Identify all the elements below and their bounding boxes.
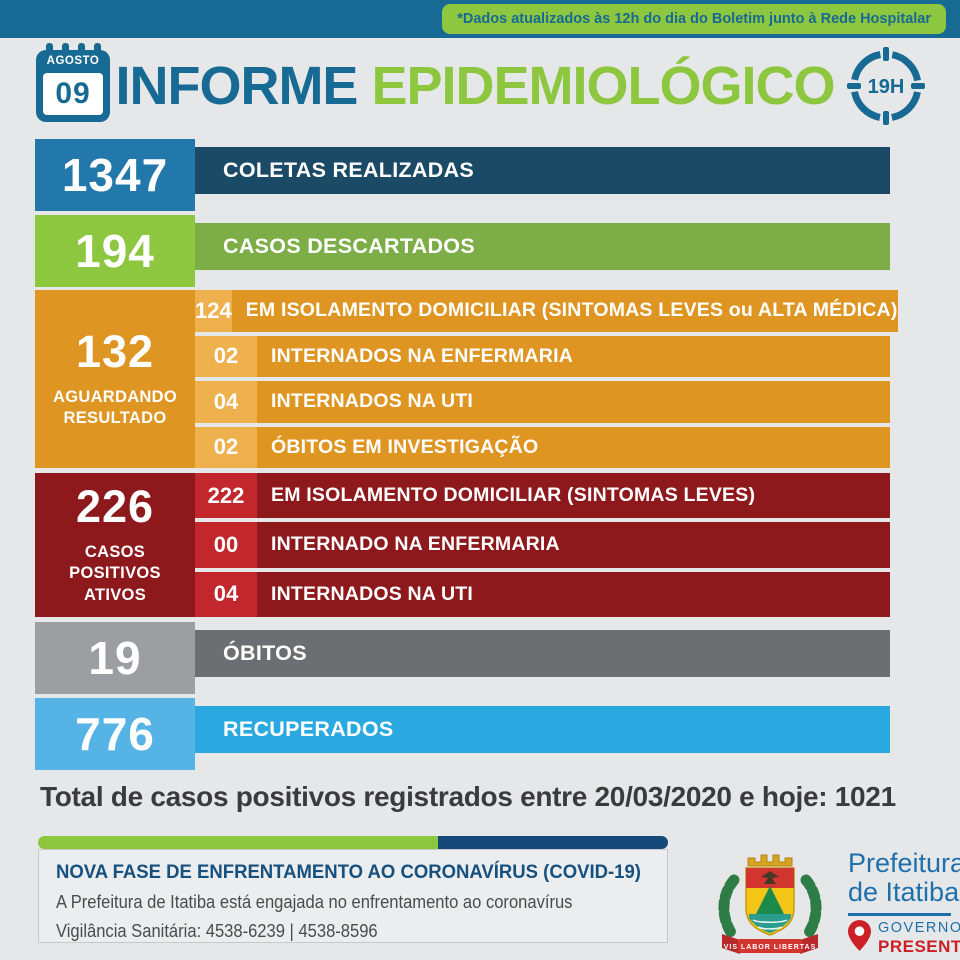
obitos-value-box: 19 (35, 622, 195, 694)
clock-icon: 19H (847, 47, 925, 125)
aguardando-value-box: 132 AGUARDANDO RESULTADO (35, 290, 195, 468)
descartados-value-box: 194 (35, 215, 195, 287)
total-line: Total de casos positivos registrados ent… (40, 781, 896, 812)
subrow-label: INTERNADOS NA ENFERMARIA (257, 335, 890, 377)
recuperados-value: 776 (75, 708, 155, 760)
subrow-value: 124 (195, 290, 232, 332)
list-item: 04 INTERNADOS NA UTI (195, 571, 890, 617)
list-item: 222 EM ISOLAMENTO DOMICILIAR (SINTOMAS L… (195, 473, 890, 519)
positivos-value: 226 (75, 480, 155, 532)
calendar-month: AGOSTO (46, 55, 100, 67)
governo-label: GOVERNO (878, 920, 960, 936)
title-epidemiologico: EPIDEMIOLÓGICO (371, 56, 835, 116)
logo-divider (848, 913, 951, 916)
title-informe: INFORME (115, 56, 358, 116)
calendar-ring-icon (46, 43, 53, 56)
subrow-label: EM ISOLAMENTO DOMICILIAR (SINTOMAS LEVES… (257, 473, 890, 519)
subrow-value: 00 (195, 522, 257, 568)
obitos-label-bar: ÓBITOS (195, 630, 890, 677)
city-name-line-2: de Itatiba (848, 877, 960, 907)
list-item: 02 ÓBITOS EM INVESTIGAÇÃO (195, 426, 890, 468)
recuperados-value-box: 776 (35, 698, 195, 770)
coletas-value: 1347 (61, 149, 169, 201)
subrow-value: 02 (195, 426, 257, 468)
subrow-label: ÓBITOS EM INVESTIGAÇÃO (257, 426, 890, 468)
descartados-value: 194 (75, 225, 155, 277)
report-title: INFORME EPIDEMIOLÓGICO (115, 55, 835, 117)
subrow-value: 222 (195, 473, 257, 519)
positivos-label: CASOS POSITIVOS ATIVOS (69, 542, 161, 604)
calendar-icon: AGOSTO 09 (36, 43, 110, 122)
positivos-value-box: 226 CASOS POSITIVOS ATIVOS (35, 473, 195, 617)
list-item: 00 INTERNADO NA ENFERMARIA (195, 522, 890, 568)
location-pin-icon (848, 920, 871, 951)
footer-accent-bar (38, 836, 668, 849)
subrow-label: INTERNADOS NA UTI (257, 571, 890, 617)
recuperados-label-bar: RECUPERADOS (195, 706, 890, 753)
descartados-label-bar: CASOS DESCARTADOS (195, 223, 890, 270)
positivos-rows: 222 EM ISOLAMENTO DOMICILIAR (SINTOMAS L… (195, 473, 890, 617)
aguardando-value: 132 (75, 325, 155, 377)
coat-of-arms-icon: VIS LABOR LIBERTAS (718, 854, 822, 954)
list-item: 124 EM ISOLAMENTO DOMICILIAR (SINTOMAS L… (195, 290, 898, 332)
city-name: Prefeitura de Itatiba (848, 849, 960, 907)
subrow-value: 02 (195, 335, 257, 377)
footer-headline: NOVA FASE DE ENFRENTAMENTO AO CORONAVÍRU… (56, 861, 641, 883)
subrow-value: 04 (195, 571, 257, 617)
subrow-label: INTERNADOS NA UTI (257, 381, 890, 423)
governo-presente-lockup: GOVERNO PRESENTE (878, 920, 960, 957)
subrow-label: INTERNADO NA ENFERMARIA (257, 522, 890, 568)
subrow-value: 04 (195, 381, 257, 423)
footer-body-line-1: A Prefeitura de Itatiba está engajada no… (56, 892, 573, 912)
list-item: 02 INTERNADOS NA ENFERMARIA (195, 335, 890, 377)
coletas-value-box: 1347 (35, 139, 195, 211)
calendar-ring-icon (62, 43, 69, 56)
clock-time: 19H (868, 76, 905, 98)
city-name-line-1: Prefeitura (848, 848, 960, 878)
coat-motto: VIS LABOR LIBERTAS (724, 944, 817, 951)
presente-label: PRESENTE (878, 937, 960, 956)
footer-panel: NOVA FASE DE ENFRENTAMENTO AO CORONAVÍRU… (38, 849, 668, 943)
calendar-ring-icon (78, 43, 85, 56)
top-bar: *Dados atualizados às 12h do dia do Bole… (0, 0, 960, 38)
calendar-day: 09 (55, 77, 91, 110)
aguardando-label: AGUARDANDO RESULTADO (53, 387, 177, 427)
update-note-pill: *Dados atualizados às 12h do dia do Bole… (442, 4, 946, 34)
aguardando-rows: 124 EM ISOLAMENTO DOMICILIAR (SINTOMAS L… (195, 290, 898, 468)
calendar-ring-icon (94, 43, 101, 56)
obitos-value: 19 (88, 632, 142, 684)
coletas-label-bar: COLETAS REALIZADAS (195, 147, 890, 194)
list-item: 04 INTERNADOS NA UTI (195, 381, 890, 423)
footer-body-line-2: Vigilância Sanitária: 4538-6239 | 4538-8… (56, 921, 378, 941)
subrow-label: EM ISOLAMENTO DOMICILIAR (SINTOMAS LEVES… (231, 290, 898, 332)
